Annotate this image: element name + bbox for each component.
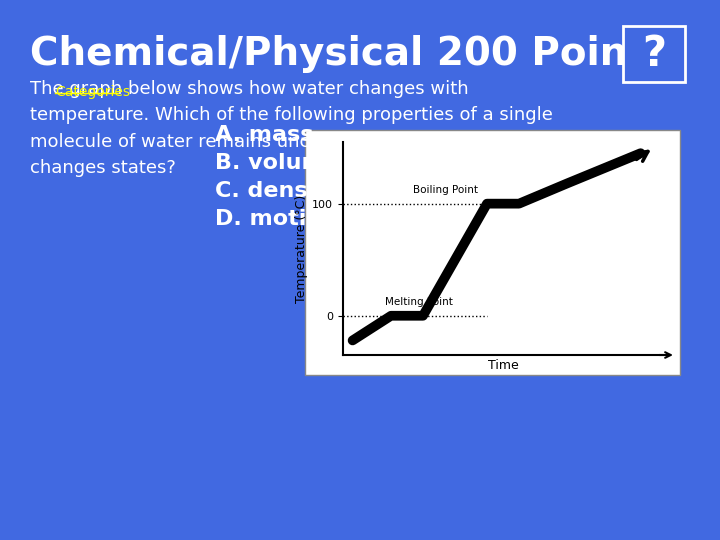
FancyBboxPatch shape xyxy=(305,130,680,375)
X-axis label: Time: Time xyxy=(487,359,518,372)
Text: Boiling Point: Boiling Point xyxy=(413,185,478,195)
Text: ?: ? xyxy=(642,33,666,75)
Text: Categories: Categories xyxy=(55,85,130,99)
Text: Melting Point: Melting Point xyxy=(384,297,452,307)
Text: The graph below shows how water changes with
temperature. Which of the following: The graph below shows how water changes … xyxy=(30,80,553,177)
Text: D. motion: D. motion xyxy=(215,209,338,229)
Y-axis label: Temperature (°C): Temperature (°C) xyxy=(295,194,308,302)
Text: B. volume: B. volume xyxy=(215,153,340,173)
Text: C. density: C. density xyxy=(215,181,341,201)
Text: A. mass: A. mass xyxy=(215,125,313,145)
FancyBboxPatch shape xyxy=(623,26,685,82)
Text: Chemical/Physical 200 Points: Chemical/Physical 200 Points xyxy=(30,35,669,73)
